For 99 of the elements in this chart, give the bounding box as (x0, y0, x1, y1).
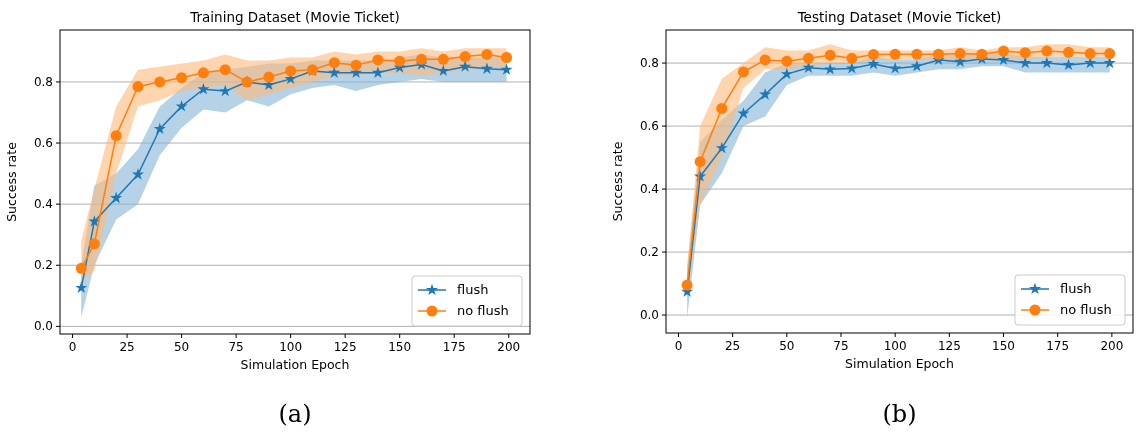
point (889, 62, 902, 74)
point (153, 122, 166, 135)
point (263, 71, 275, 83)
point (219, 64, 231, 76)
point (911, 48, 923, 60)
text: (a) (278, 400, 312, 428)
y-tick-label: 0.4 (639, 182, 659, 197)
point (88, 238, 100, 250)
x-axis-title: Simulation Epoch (240, 357, 350, 372)
y-tick-label: 0.0 (639, 308, 659, 323)
point (802, 52, 814, 64)
point (480, 62, 493, 74)
y-axis-title: Success rate (4, 141, 19, 222)
y-tick-label: 0.8 (639, 56, 659, 71)
legend-label: flush (1060, 281, 1092, 296)
x-tick-label: 200 (1100, 339, 1124, 353)
point (737, 107, 750, 119)
y-tick-label: 0.4 (33, 197, 53, 212)
point (437, 53, 449, 65)
point (1084, 48, 1096, 60)
point (219, 84, 232, 97)
y-axis-title: Success rate (610, 141, 625, 222)
point (781, 55, 793, 67)
y-tick-label: 0.8 (33, 74, 53, 89)
point (350, 59, 362, 71)
point (501, 52, 513, 63)
point (132, 81, 144, 93)
chart-title: Testing Dataset (Movie Ticket) (796, 9, 1002, 25)
point (500, 63, 513, 75)
point (933, 48, 945, 60)
point (759, 88, 772, 100)
point (285, 65, 297, 77)
point (976, 48, 988, 60)
point (371, 66, 384, 78)
x-tick-label: 125 (937, 339, 961, 353)
x-tick-label: 75 (228, 340, 244, 354)
legend-label: flush (457, 282, 489, 297)
point (824, 49, 836, 61)
point (1062, 58, 1075, 71)
point (416, 53, 427, 65)
point (824, 63, 837, 75)
point (1063, 46, 1075, 58)
legend-label: no flush (1060, 302, 1112, 317)
x-tick-label: 25 (725, 339, 741, 353)
point (889, 48, 901, 60)
point (845, 62, 858, 74)
point (1104, 48, 1116, 60)
x-axis-title: Simulation Epoch (845, 356, 954, 371)
y-tick-label: 0.6 (33, 136, 53, 151)
point (75, 281, 88, 293)
point (998, 45, 1010, 57)
x-tick-label: 125 (333, 340, 357, 354)
point (737, 66, 749, 78)
x-tick-label: 200 (497, 340, 521, 354)
y-tick-label: 0.6 (639, 119, 659, 134)
y-tick-label: 0.0 (33, 319, 53, 334)
y-tick-label: 0.2 (33, 258, 53, 273)
point (459, 51, 471, 63)
point (910, 59, 923, 72)
x-tick-label: 175 (1046, 339, 1070, 353)
x-tick-label: 0 (68, 340, 77, 354)
x-tick-label: 25 (119, 340, 135, 354)
point (1041, 45, 1053, 57)
x-tick-label: 100 (279, 340, 303, 354)
point (954, 48, 966, 60)
point (175, 100, 188, 112)
point (75, 262, 87, 274)
x-tick-label: 150 (388, 340, 412, 354)
point (780, 67, 793, 80)
point (715, 141, 728, 154)
point (681, 279, 693, 291)
x-tick-label: 75 (833, 339, 849, 353)
x-tick-label: 0 (674, 339, 683, 353)
x-tick-label: 50 (173, 340, 190, 354)
x-tick-label: 150 (992, 339, 1015, 353)
point (197, 67, 209, 79)
point (372, 54, 384, 66)
point (197, 82, 210, 95)
text: (b) (882, 400, 917, 428)
point (694, 156, 706, 168)
point (154, 76, 166, 88)
point (110, 130, 122, 142)
chart-title: Training Dataset (Movie Ticket) (189, 9, 400, 25)
y-tick-label: 0.2 (639, 245, 659, 260)
point (176, 72, 188, 84)
point (846, 52, 858, 64)
legend-label: no flush (457, 303, 509, 318)
point (481, 48, 493, 60)
x-tick-label: 100 (883, 339, 907, 353)
point (110, 191, 123, 204)
point (1040, 56, 1053, 69)
point (328, 57, 340, 69)
point (868, 49, 879, 61)
point (1019, 47, 1031, 59)
point (394, 55, 406, 67)
point (759, 54, 771, 66)
x-tick-label: 50 (779, 339, 795, 353)
x-tick-label: 175 (442, 340, 466, 354)
point (716, 102, 728, 114)
